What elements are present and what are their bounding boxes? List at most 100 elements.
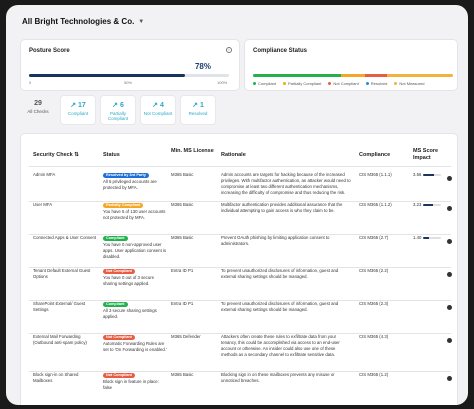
status-cell: Not Compliant You have 0 out of 3 secure … (103, 268, 167, 287)
table-row[interactable]: User MFA Partially Compliant You have 5 of… (21, 202, 457, 233)
check-name: Block sign-in on Shared Mailboxes (33, 372, 79, 383)
org-name: All Bright Technologies & Co. (22, 17, 135, 26)
impact-value: 3.56 (413, 172, 422, 177)
posture-score-card: Posture Score i 78% 0 50% 100% (20, 39, 240, 91)
row-divider (29, 371, 451, 372)
compliance-ref: CIS M365 (2.3) (359, 301, 389, 306)
row-menu-icon[interactable] (447, 338, 452, 343)
header-security-check[interactable]: Security Check ⇅ (33, 152, 79, 158)
table-row[interactable]: Tenant Default External Guest Options Not… (21, 268, 457, 299)
row-divider (29, 333, 451, 334)
org-selector[interactable]: All Bright Technologies & Co. ▼ (22, 17, 144, 26)
status-cell: Not Compliant Automatic Forwarding Rules … (103, 334, 167, 353)
posture-tick-max: 100% (217, 80, 228, 85)
status-badge: Not Compliant (103, 269, 135, 274)
license: Entra ID P1 (171, 301, 194, 306)
check-name: Connected Apps & User Consent (33, 235, 97, 240)
row-menu-icon[interactable] (447, 305, 452, 310)
status-cell: Resolved by 3rd Party All 6 privileged ac… (103, 172, 167, 191)
rationale: Multifactor authentication provides addi… (221, 202, 343, 213)
stat-label: Not Compliant (143, 111, 173, 116)
check-name: External Mail Forwarding (Outbound anti-… (33, 334, 87, 345)
table-row[interactable]: SharePoint External/ Guest Settings Compl… (21, 301, 457, 332)
header-compliance[interactable]: Compliance (359, 152, 391, 158)
row-menu-icon[interactable] (447, 239, 452, 244)
status-badge: Not Compliant (103, 335, 135, 340)
status-text: All 6 privileged accounts are protected … (103, 179, 157, 190)
chevron-down-icon: ▼ (138, 18, 145, 25)
legend-item: Not Compliant (328, 81, 359, 86)
rationale: To prevent unauthorized disclosures of i… (221, 268, 339, 279)
header-rationale[interactable]: Rationale (221, 152, 246, 158)
rationale: Attackers often create these rules to ex… (221, 334, 340, 357)
rationale: Admin accounts are targets for hacking b… (221, 172, 351, 195)
status-cell: Compliant All 3 secure sharing settings a… (103, 301, 167, 320)
stats-row: 29 All Checks ↗ 17 Compliant ↗ 6 Partially Co… (20, 95, 216, 129)
compliance-status-bar (253, 74, 453, 77)
stat-number: ↗ 17 (70, 102, 86, 109)
stat-label: All Checks (27, 109, 49, 114)
row-menu-icon[interactable] (447, 272, 452, 277)
table-row[interactable]: Admin MFA Resolved by 3rd Party All 6 priv… (21, 172, 457, 200)
stat-number: ↗ 1 (192, 102, 204, 109)
status-badge: Resolved by 3rd Party (103, 173, 149, 178)
status-badge: Compliant (103, 236, 128, 241)
compliance-legend: Compliant Partially Compliant Not Complian… (253, 81, 425, 86)
header-score-impact[interactable]: MS Score Impact (413, 148, 439, 161)
stat-label: Compliant (67, 111, 89, 116)
impact-bar (423, 237, 442, 239)
table-row[interactable]: Block sign-in on Shared Mailboxes Not Com… (21, 372, 457, 405)
rationale: Prevent OAuth phishing by limiting appli… (221, 235, 330, 246)
posture-tick-mid: 50% (124, 80, 133, 85)
compliance-segment (387, 74, 453, 77)
check-name: SharePoint External/ Guest Settings (33, 301, 86, 312)
stat-number: ↗ 6 (112, 102, 124, 109)
header-license[interactable]: Min. MS License (171, 148, 214, 154)
legend-item: Resolved (365, 81, 387, 86)
impact-bar (423, 204, 442, 206)
status-badge: Not Compliant (103, 373, 135, 378)
compliance-ref: CIS M365 (2.7) (359, 235, 389, 240)
table-row[interactable]: Connected Apps & User Consent Compliant Yo… (21, 235, 457, 266)
table-row[interactable]: External Mail Forwarding (Outbound anti-… (21, 334, 457, 370)
impact-value: 1.40 (413, 235, 422, 240)
license: M365 Basic (171, 372, 194, 377)
row-divider (29, 300, 451, 301)
status-cell: Compliant You have 0 non-approved user ap… (103, 235, 167, 260)
stat-card[interactable]: ↗ 17 Compliant (60, 95, 96, 125)
row-menu-icon[interactable] (447, 376, 452, 381)
status-badge: Compliant (103, 302, 128, 307)
header-status[interactable]: Status (103, 152, 120, 158)
legend-dot-icon (394, 82, 398, 86)
legend-dot-icon (365, 82, 369, 86)
impact-value: 3.23 (413, 202, 422, 207)
status-text: You have 5 of 130 user accounts not prot… (103, 209, 166, 220)
info-icon[interactable]: i (226, 47, 232, 53)
compliance-ref: CIS M365 (2.2) (359, 268, 389, 273)
row-divider (29, 267, 451, 268)
status-badge: Partially Compliant (103, 203, 144, 208)
score-impact: 3.23 (413, 202, 449, 208)
compliance-ref: CIS M365 (1.1.2) (359, 202, 392, 207)
row-menu-icon[interactable] (447, 176, 452, 181)
posture-score-value: 78% (194, 62, 211, 71)
row-menu-icon[interactable] (447, 206, 452, 211)
stat-label: Partially Compliant (107, 111, 129, 121)
stat-card[interactable]: ↗ 4 Not Compliant (140, 95, 176, 125)
row-divider (29, 234, 451, 235)
status-text: All 3 secure sharing settings applied. (103, 308, 157, 319)
license: M365 Basic (171, 172, 194, 177)
compliance-ref: CIS M365 (1.2) (359, 372, 389, 377)
status-text: You have 0 non-approved user apps. User … (103, 242, 167, 259)
legend-dot-icon (253, 82, 256, 86)
sort-icon: ⇅ (74, 152, 79, 158)
status-cell: Not Compliant Block sign in feature in pl… (103, 372, 167, 391)
compliance-status-title: Compliance Status (253, 48, 308, 54)
license: Entra ID P1 (171, 268, 194, 273)
stat-card[interactable]: ↗ 6 Partially Compliant (100, 95, 136, 125)
stat-card[interactable]: ↗ 1 Resolved (180, 95, 216, 125)
compliance-ref: CIS M365 (4.3) (359, 334, 389, 339)
posture-score-fill (29, 74, 185, 77)
license: M365 Basic (171, 235, 194, 240)
status-text: You have 0 out of 3 secure sharing setti… (103, 275, 154, 286)
